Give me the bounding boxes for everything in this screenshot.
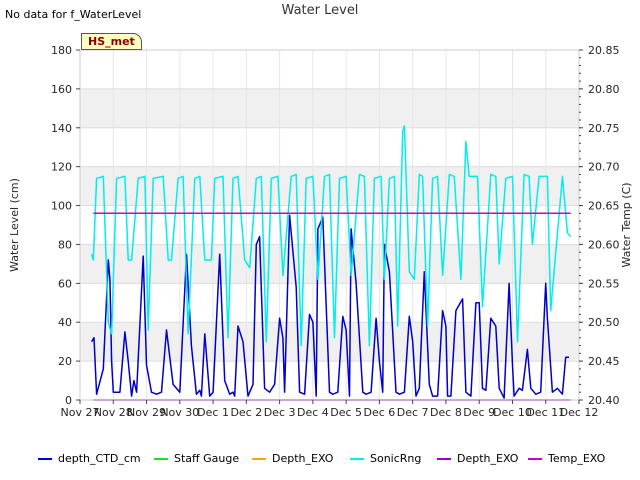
y-tick-label: 80	[58, 238, 72, 251]
x-tick-label: Nov 29	[127, 406, 166, 419]
legend-swatch	[38, 457, 52, 460]
legend-swatch	[154, 457, 168, 460]
y-tick-label: 160	[51, 83, 72, 96]
y2-axis-label: Water Temp (C)	[620, 182, 633, 267]
legend-label: depth_CTD_cm	[58, 452, 141, 465]
x-tick-label: Nov 30	[160, 406, 199, 419]
station-tag: HS_met	[81, 33, 142, 50]
y2-tick-label: 20.55	[588, 277, 620, 290]
legend-label: Temp_EXO	[548, 452, 606, 465]
x-tick-label: Dec 8	[430, 406, 462, 419]
x-tick-label: Dec 3	[264, 406, 296, 419]
legend-item: Temp_EXO	[528, 452, 605, 465]
x-tick-label: Dec 11	[526, 406, 565, 419]
y2-tick-label: 20.50	[588, 316, 620, 329]
legend-item: Depth_EXO	[437, 452, 518, 465]
background-band	[80, 244, 579, 284]
legend: depth_CTD_cm Staff Gauge Depth_EXO SonicRng…	[0, 452, 640, 470]
x-tick-label: Dec 5	[330, 406, 362, 419]
y-axis-label: Water Level (cm)	[8, 178, 21, 272]
legend-swatch	[350, 457, 364, 460]
y2-tick-label: 20.45	[588, 355, 620, 368]
legend-label: Staff Gauge	[174, 452, 240, 465]
legend-label: Depth_EXO	[457, 452, 519, 465]
legend-item: Staff Gauge	[154, 452, 239, 465]
legend-item: SonicRng	[350, 452, 421, 465]
background-band	[80, 88, 579, 128]
series-line-depth-ctd-cm	[90, 214, 569, 399]
y-tick-label: 20	[58, 355, 72, 368]
background-band	[80, 127, 579, 167]
y2-tick-label: 20.80	[588, 83, 620, 96]
x-tick-label: Dec 10	[493, 406, 532, 419]
y2-tick-label: 20.75	[588, 122, 620, 135]
legend-item: depth_CTD_cm	[38, 452, 141, 465]
background-band	[80, 322, 579, 362]
x-tick-label: Dec 6	[364, 406, 396, 419]
y-tick-label: 120	[51, 161, 72, 174]
background-band	[80, 205, 579, 245]
y-tick-label: 100	[51, 200, 72, 213]
legend-swatch	[528, 457, 542, 460]
y2-tick-label: 20.70	[588, 161, 620, 174]
background-band	[80, 50, 579, 89]
x-tick-label: Dec 12	[560, 406, 599, 419]
legend-label: Depth_EXO	[272, 452, 334, 465]
chart-title: Water Level	[281, 3, 359, 18]
legend-swatch	[437, 457, 451, 460]
x-tick-label: Dec 1	[197, 406, 229, 419]
series-line-sonicrng	[90, 125, 572, 347]
y-tick-label: 0	[65, 394, 72, 407]
x-tick-label: Nov 27	[61, 406, 100, 419]
y2-tick-label: 20.40	[588, 394, 620, 407]
y-tick-label: 60	[58, 277, 72, 290]
plot-frame	[79, 49, 580, 401]
x-tick-label: Dec 4	[297, 406, 329, 419]
x-tick-label: Dec 2	[230, 406, 262, 419]
legend-swatch	[252, 457, 266, 460]
legend-label: SonicRng	[370, 452, 422, 465]
y-tick-label: 40	[58, 316, 72, 329]
y2-tick-label: 20.65	[588, 200, 620, 213]
x-tick-label: Nov 28	[94, 406, 133, 419]
y-tick-label: 140	[51, 122, 72, 135]
background-band	[80, 283, 579, 323]
y-tick-label: 180	[51, 44, 72, 57]
no-data-note: No data for f_WaterLevel	[5, 8, 142, 21]
x-tick-label: Dec 7	[397, 406, 429, 419]
legend-item: Depth_EXO	[252, 452, 333, 465]
y2-tick-label: 20.60	[588, 238, 620, 251]
y2-tick-label: 20.85	[588, 44, 620, 57]
x-tick-label: Dec 9	[463, 406, 495, 419]
